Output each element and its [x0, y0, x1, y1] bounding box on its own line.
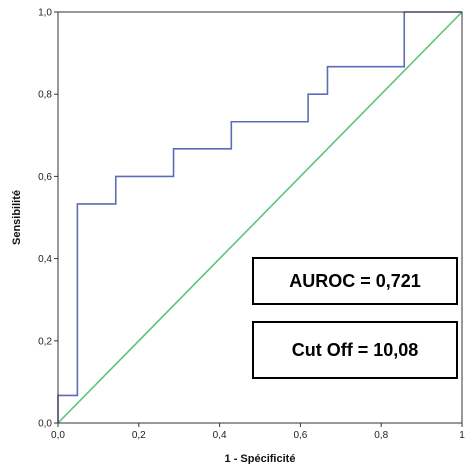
x-tick-label: 0,0 [51, 430, 65, 441]
y-axis-title: Sensibilité [11, 190, 23, 245]
x-tick-label: 0,4 [213, 430, 227, 441]
y-tick-label: 1,0 [38, 8, 52, 19]
plot-area [57, 11, 463, 424]
reference-diagonal-line [57, 11, 463, 424]
roc-curve-line [57, 11, 462, 423]
x-tick-label: 1 [459, 430, 465, 441]
y-tick-label: 0,4 [38, 254, 52, 265]
x-axis-title: 1 - Spécificité [225, 453, 296, 464]
auroc-annotation: AUROC = 0,721 [252, 257, 458, 305]
y-tick-label: 0,8 [38, 90, 52, 101]
cutoff-annotation: Cut Off = 10,08 [252, 321, 458, 379]
y-tick-label: 0,6 [38, 172, 52, 183]
axes: 0,0 0,2 0,4 0,6 0,8 1 0,0 0,2 0,4 0,6 0,8 1,0 [38, 8, 465, 442]
y-tick-label: 0,0 [38, 419, 52, 430]
x-tick-label: 0,6 [293, 430, 307, 441]
x-tick-label: 0,8 [374, 430, 388, 441]
plot-frame [57, 11, 463, 424]
y-tick-label: 0,2 [38, 336, 52, 347]
x-tick-label: 0,2 [132, 430, 146, 441]
